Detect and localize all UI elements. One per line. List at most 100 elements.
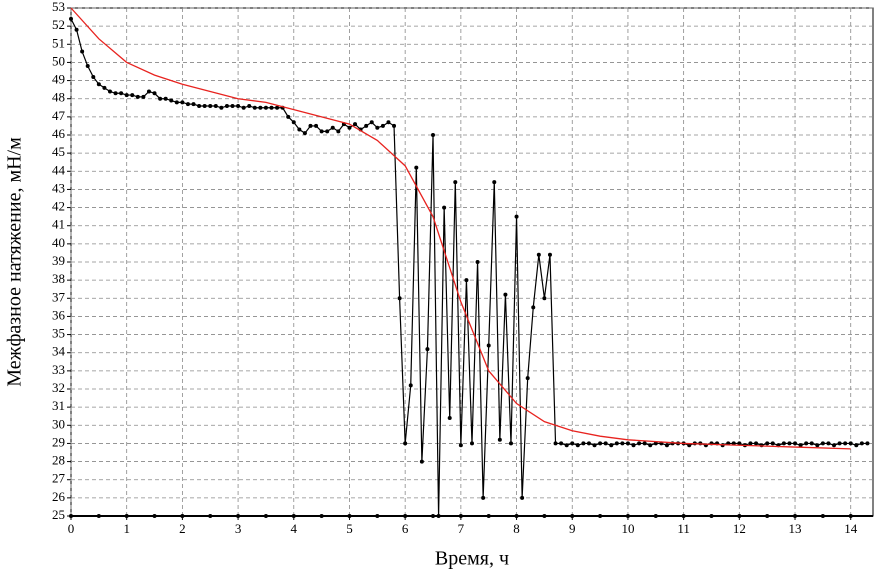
data-point [598,441,603,446]
data-point [536,252,541,257]
y-tick-label: 50 [52,53,65,68]
data-point [570,441,575,446]
data-point [492,180,497,185]
data-point [80,49,85,54]
series-line [70,7,851,450]
data-point [91,74,96,79]
data-point [798,443,803,448]
data-point [308,123,313,128]
y-tick-label: 36 [52,307,66,322]
data-point [130,93,135,98]
data-point [102,85,107,90]
x-tick-label: 5 [346,521,353,536]
data-point [85,64,90,69]
data-point [486,343,491,348]
data-point [765,441,770,446]
data-point [503,292,508,297]
data-point [481,495,486,500]
data-point [470,441,474,446]
data-point [158,96,163,101]
data-point [397,296,402,301]
data-point [531,305,536,310]
data-point [236,103,241,108]
data-point [848,441,853,446]
data-point [364,123,369,128]
y-tick-label: 28 [52,453,65,468]
x-tick-label: 7 [458,521,465,536]
data-point [865,441,870,446]
data-point [69,16,73,21]
data-point [525,376,530,381]
data-point [603,441,608,446]
data-point [453,180,458,185]
data-point [392,123,397,128]
data-point [820,441,825,446]
data-point [854,443,859,448]
data-point [575,443,580,448]
y-tick-label: 32 [52,380,65,395]
data-point [770,441,775,446]
data-point [107,89,112,94]
data-point [408,383,413,388]
data-point [653,441,658,446]
x-tick-label: 14 [844,521,858,536]
y-tick-label: 41 [52,217,65,232]
data-point [113,91,118,96]
data-point [336,129,341,134]
y-tick-label: 46 [52,126,66,141]
y-tick-label: 51 [52,35,65,50]
data-point [169,98,174,103]
x-tick-label: 1 [123,521,130,536]
data-point [520,495,525,500]
y-tick-label: 25 [52,507,65,522]
data-point [475,260,480,264]
data-point [197,103,202,108]
y-tick-label: 33 [52,362,65,377]
data-point [609,443,614,448]
data-point [74,27,79,32]
data-point [542,296,547,301]
data-point [564,443,569,448]
data-point [219,105,224,110]
data-point [754,441,759,446]
y-tick-label: 37 [52,289,66,304]
data-point [514,214,519,219]
data-point [843,441,848,446]
data-point [252,105,257,110]
data-point [793,441,798,446]
data-point [202,103,207,108]
data-point [642,441,647,446]
data-point [119,91,124,96]
data-point [269,105,274,110]
y-tick-label: 34 [52,344,66,359]
y-tick-label: 47 [52,108,66,123]
x-tick-label: 3 [235,521,242,536]
data-point [614,441,619,446]
x-tick-label: 0 [68,521,75,536]
y-tick-label: 40 [52,235,65,250]
data-point [135,94,140,99]
data-point [247,103,252,108]
data-point [815,443,820,448]
data-point [330,125,335,130]
data-point [419,459,424,464]
data-point [859,441,864,446]
x-tick-label: 11 [677,521,690,536]
data-point [625,441,630,446]
x-axis-label: Время, ч [435,548,509,570]
data-point [837,441,842,446]
data-point [553,441,558,446]
y-tick-label: 31 [52,398,65,413]
y-tick-label: 38 [52,271,65,286]
data-point [458,443,463,448]
y-tick-label: 27 [52,471,66,486]
data-point [191,102,196,107]
x-tick-label: 8 [513,521,520,536]
data-point [414,165,419,170]
y-axis-label: Межфазное натяжение, мН/м [4,137,26,387]
data-point [664,443,669,448]
data-point [163,96,168,101]
data-point [152,91,157,96]
data-point [431,133,436,137]
data-point [353,122,358,127]
